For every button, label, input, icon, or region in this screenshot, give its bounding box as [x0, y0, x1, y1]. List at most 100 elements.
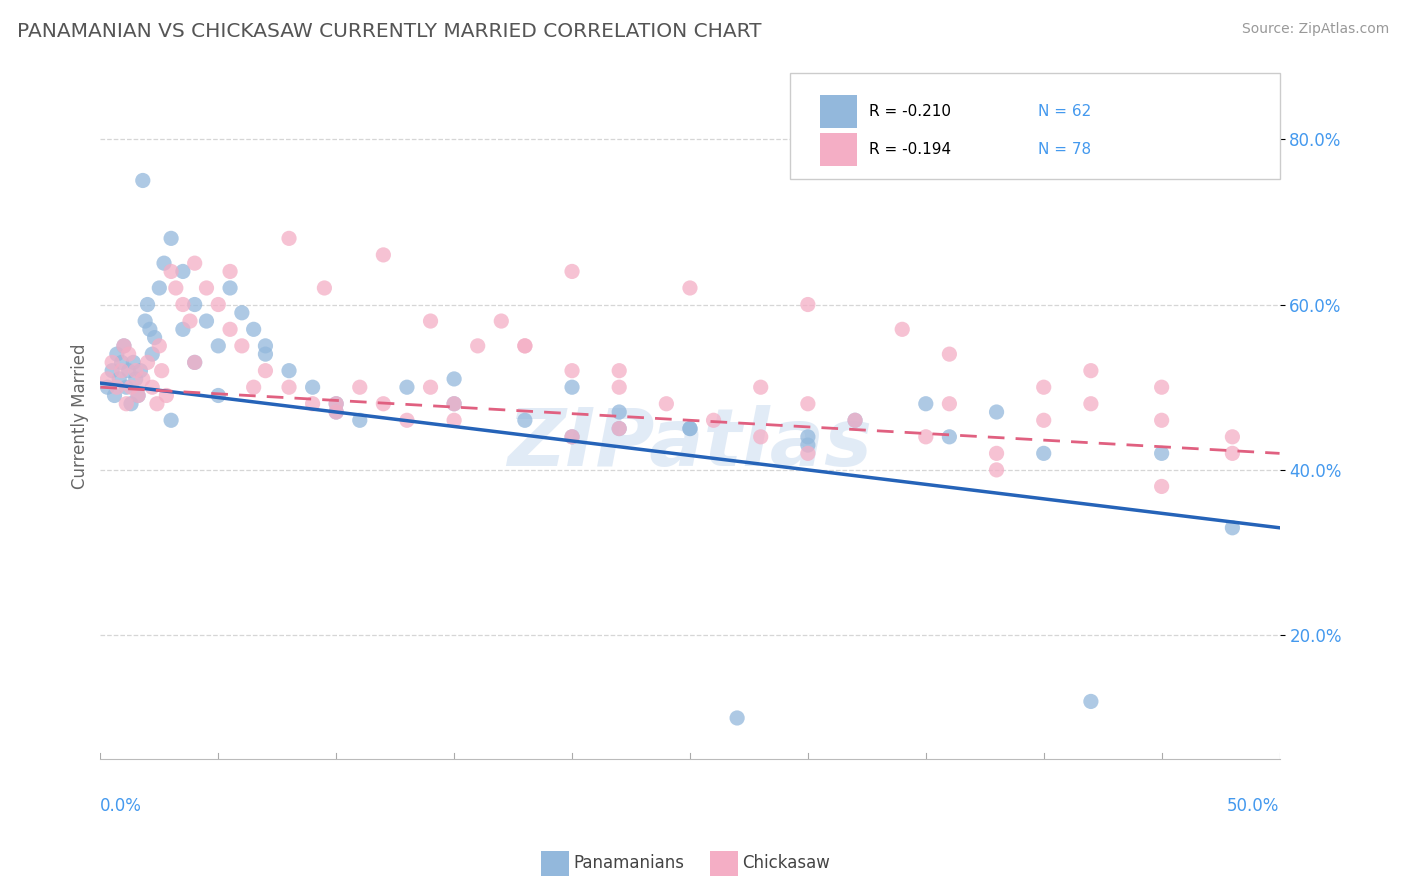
Point — [986, 405, 1008, 419]
Point — [127, 388, 149, 402]
Point — [561, 364, 583, 378]
Point — [231, 339, 253, 353]
Point — [242, 322, 264, 336]
Point — [607, 380, 630, 394]
Point — [491, 314, 513, 328]
Point — [108, 372, 131, 386]
Point — [679, 421, 702, 435]
FancyBboxPatch shape — [790, 73, 1279, 179]
Point — [183, 297, 205, 311]
Point — [134, 314, 156, 328]
Point — [172, 297, 194, 311]
Text: Panamanians: Panamanians — [574, 855, 685, 872]
Point — [110, 355, 132, 369]
Point — [679, 281, 702, 295]
Point — [891, 322, 914, 336]
Point — [443, 372, 465, 386]
Point — [1150, 446, 1173, 460]
Point — [231, 306, 253, 320]
Text: PANAMANIAN VS CHICKASAW CURRENTLY MARRIED CORRELATION CHART: PANAMANIAN VS CHICKASAW CURRENTLY MARRIE… — [17, 22, 762, 41]
Point — [115, 397, 138, 411]
Point — [207, 297, 229, 311]
Point — [160, 264, 183, 278]
Point — [125, 372, 148, 386]
Point — [136, 355, 159, 369]
Point — [797, 297, 820, 311]
Point — [112, 339, 135, 353]
Point — [561, 430, 583, 444]
Point — [139, 322, 162, 336]
Point — [110, 364, 132, 378]
Text: Source: ZipAtlas.com: Source: ZipAtlas.com — [1241, 22, 1389, 37]
Point — [1080, 364, 1102, 378]
Point — [183, 256, 205, 270]
Point — [101, 364, 124, 378]
Point — [797, 397, 820, 411]
Point — [103, 388, 125, 402]
Point — [219, 264, 242, 278]
Point — [349, 380, 371, 394]
Point — [278, 364, 301, 378]
Point — [183, 355, 205, 369]
Text: 50.0%: 50.0% — [1227, 797, 1279, 814]
Point — [467, 339, 489, 353]
Point — [129, 364, 152, 378]
Point — [325, 397, 347, 411]
Point — [914, 397, 936, 411]
Bar — [820, 133, 858, 166]
Point — [132, 372, 155, 386]
Point — [165, 281, 187, 295]
Point — [125, 364, 148, 378]
Point — [1080, 397, 1102, 411]
Point — [148, 339, 170, 353]
Point — [160, 413, 183, 427]
Point — [105, 347, 128, 361]
Text: 0.0%: 0.0% — [100, 797, 142, 814]
Point — [207, 339, 229, 353]
Point — [1222, 430, 1244, 444]
Point — [749, 430, 772, 444]
Point — [395, 413, 418, 427]
Point — [301, 380, 323, 394]
Point — [195, 314, 218, 328]
Text: R = -0.210: R = -0.210 — [869, 103, 952, 119]
Point — [325, 405, 347, 419]
Point — [150, 364, 173, 378]
Point — [254, 347, 277, 361]
Point — [242, 380, 264, 394]
Point — [513, 339, 536, 353]
Point — [141, 380, 163, 394]
Point — [1150, 479, 1173, 493]
Point — [373, 248, 395, 262]
Point — [172, 264, 194, 278]
Point — [1222, 521, 1244, 535]
Point — [219, 281, 242, 295]
Point — [655, 397, 678, 411]
Text: Chickasaw: Chickasaw — [742, 855, 830, 872]
Point — [195, 281, 218, 295]
Point — [120, 397, 142, 411]
Point — [325, 405, 347, 419]
Bar — [820, 95, 858, 128]
Point — [143, 330, 166, 344]
Point — [938, 430, 960, 444]
Point — [561, 430, 583, 444]
Y-axis label: Currently Married: Currently Married — [72, 343, 89, 489]
Point — [179, 314, 201, 328]
Point — [118, 347, 141, 361]
Point — [132, 173, 155, 187]
Point — [349, 413, 371, 427]
Point — [607, 421, 630, 435]
Point — [1032, 380, 1054, 394]
Point — [96, 380, 118, 394]
Point — [513, 339, 536, 353]
Point — [325, 397, 347, 411]
Point — [797, 446, 820, 460]
Text: ZIPatlas: ZIPatlas — [508, 405, 873, 483]
Point — [914, 430, 936, 444]
Point — [607, 405, 630, 419]
Point — [702, 413, 724, 427]
Point — [561, 380, 583, 394]
Point — [607, 421, 630, 435]
Point — [986, 463, 1008, 477]
